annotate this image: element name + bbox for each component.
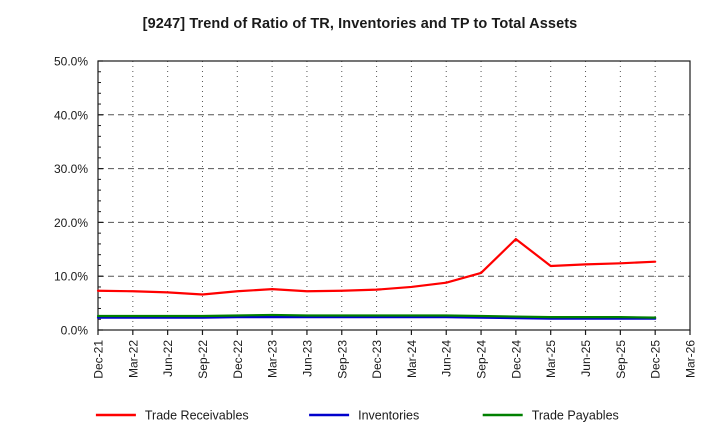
legend-label: Inventories [358, 408, 419, 422]
series-line-trade-receivables [96, 237, 657, 296]
x-axis-ticks: Dec-21 Mar-22 Jun-22 Sep-22 Dec-22 Mar-23 Jun-… [92, 330, 698, 379]
legend-label: Trade Receivables [145, 408, 249, 422]
x-axis-tick-label: Dec-22 [231, 340, 245, 379]
x-axis-tick-label: Dec-23 [370, 340, 384, 379]
plot-frame [97, 60, 691, 331]
y-axis-tick-label: 30.0% [54, 162, 88, 176]
series-line-trade-payables [96, 313, 657, 319]
x-axis-tick-label: Dec-21 [92, 340, 106, 379]
x-axis-tick-label: Jun-24 [440, 340, 454, 377]
chart-title: [9247] Trend of Ratio of TR, Inventories… [142, 16, 578, 32]
x-axis-tick-label: Jun-22 [161, 340, 175, 377]
x-axis-tick-label: Sep-22 [196, 340, 210, 379]
x-axis-tick-label: Jun-25 [579, 340, 593, 377]
y-axis-tick-label: 10.0% [54, 270, 88, 284]
x-axis-tick-label: Mar-22 [126, 340, 140, 378]
legend-label: Trade Payables [532, 408, 619, 422]
x-axis-tick-label: Mar-23 [266, 340, 280, 378]
y-axis-tick-label: 20.0% [54, 216, 88, 230]
x-axis-tick-label: Sep-25 [614, 340, 628, 379]
x-axis-tick-label: Sep-23 [335, 340, 349, 379]
y-axis-ticks: 0.0% 10.0% 20.0% 30.0% 40.0% 50.0% [54, 55, 103, 338]
x-axis-tick-label: Sep-24 [475, 340, 489, 379]
x-axis-tick-label: Dec-24 [509, 340, 523, 379]
data-series-layer [96, 237, 657, 320]
x-axis-tick-label: Mar-24 [405, 340, 419, 378]
y-axis-tick-label: 50.0% [54, 55, 88, 69]
series-line-inventories [96, 315, 657, 320]
chart-legend: Trade Receivables Inventories Trade Payabl… [95, 408, 619, 422]
x-axis-tick-label: Mar-26 [684, 340, 698, 378]
y-axis-tick-label: 40.0% [54, 108, 88, 122]
x-axis-tick-label: Mar-25 [544, 340, 558, 378]
x-axis-tick-label: Jun-23 [300, 340, 314, 377]
y-axis-tick-label: 0.0% [61, 324, 89, 338]
gridlines-group [97, 60, 691, 330]
x-axis-tick-label: Dec-25 [649, 340, 663, 379]
